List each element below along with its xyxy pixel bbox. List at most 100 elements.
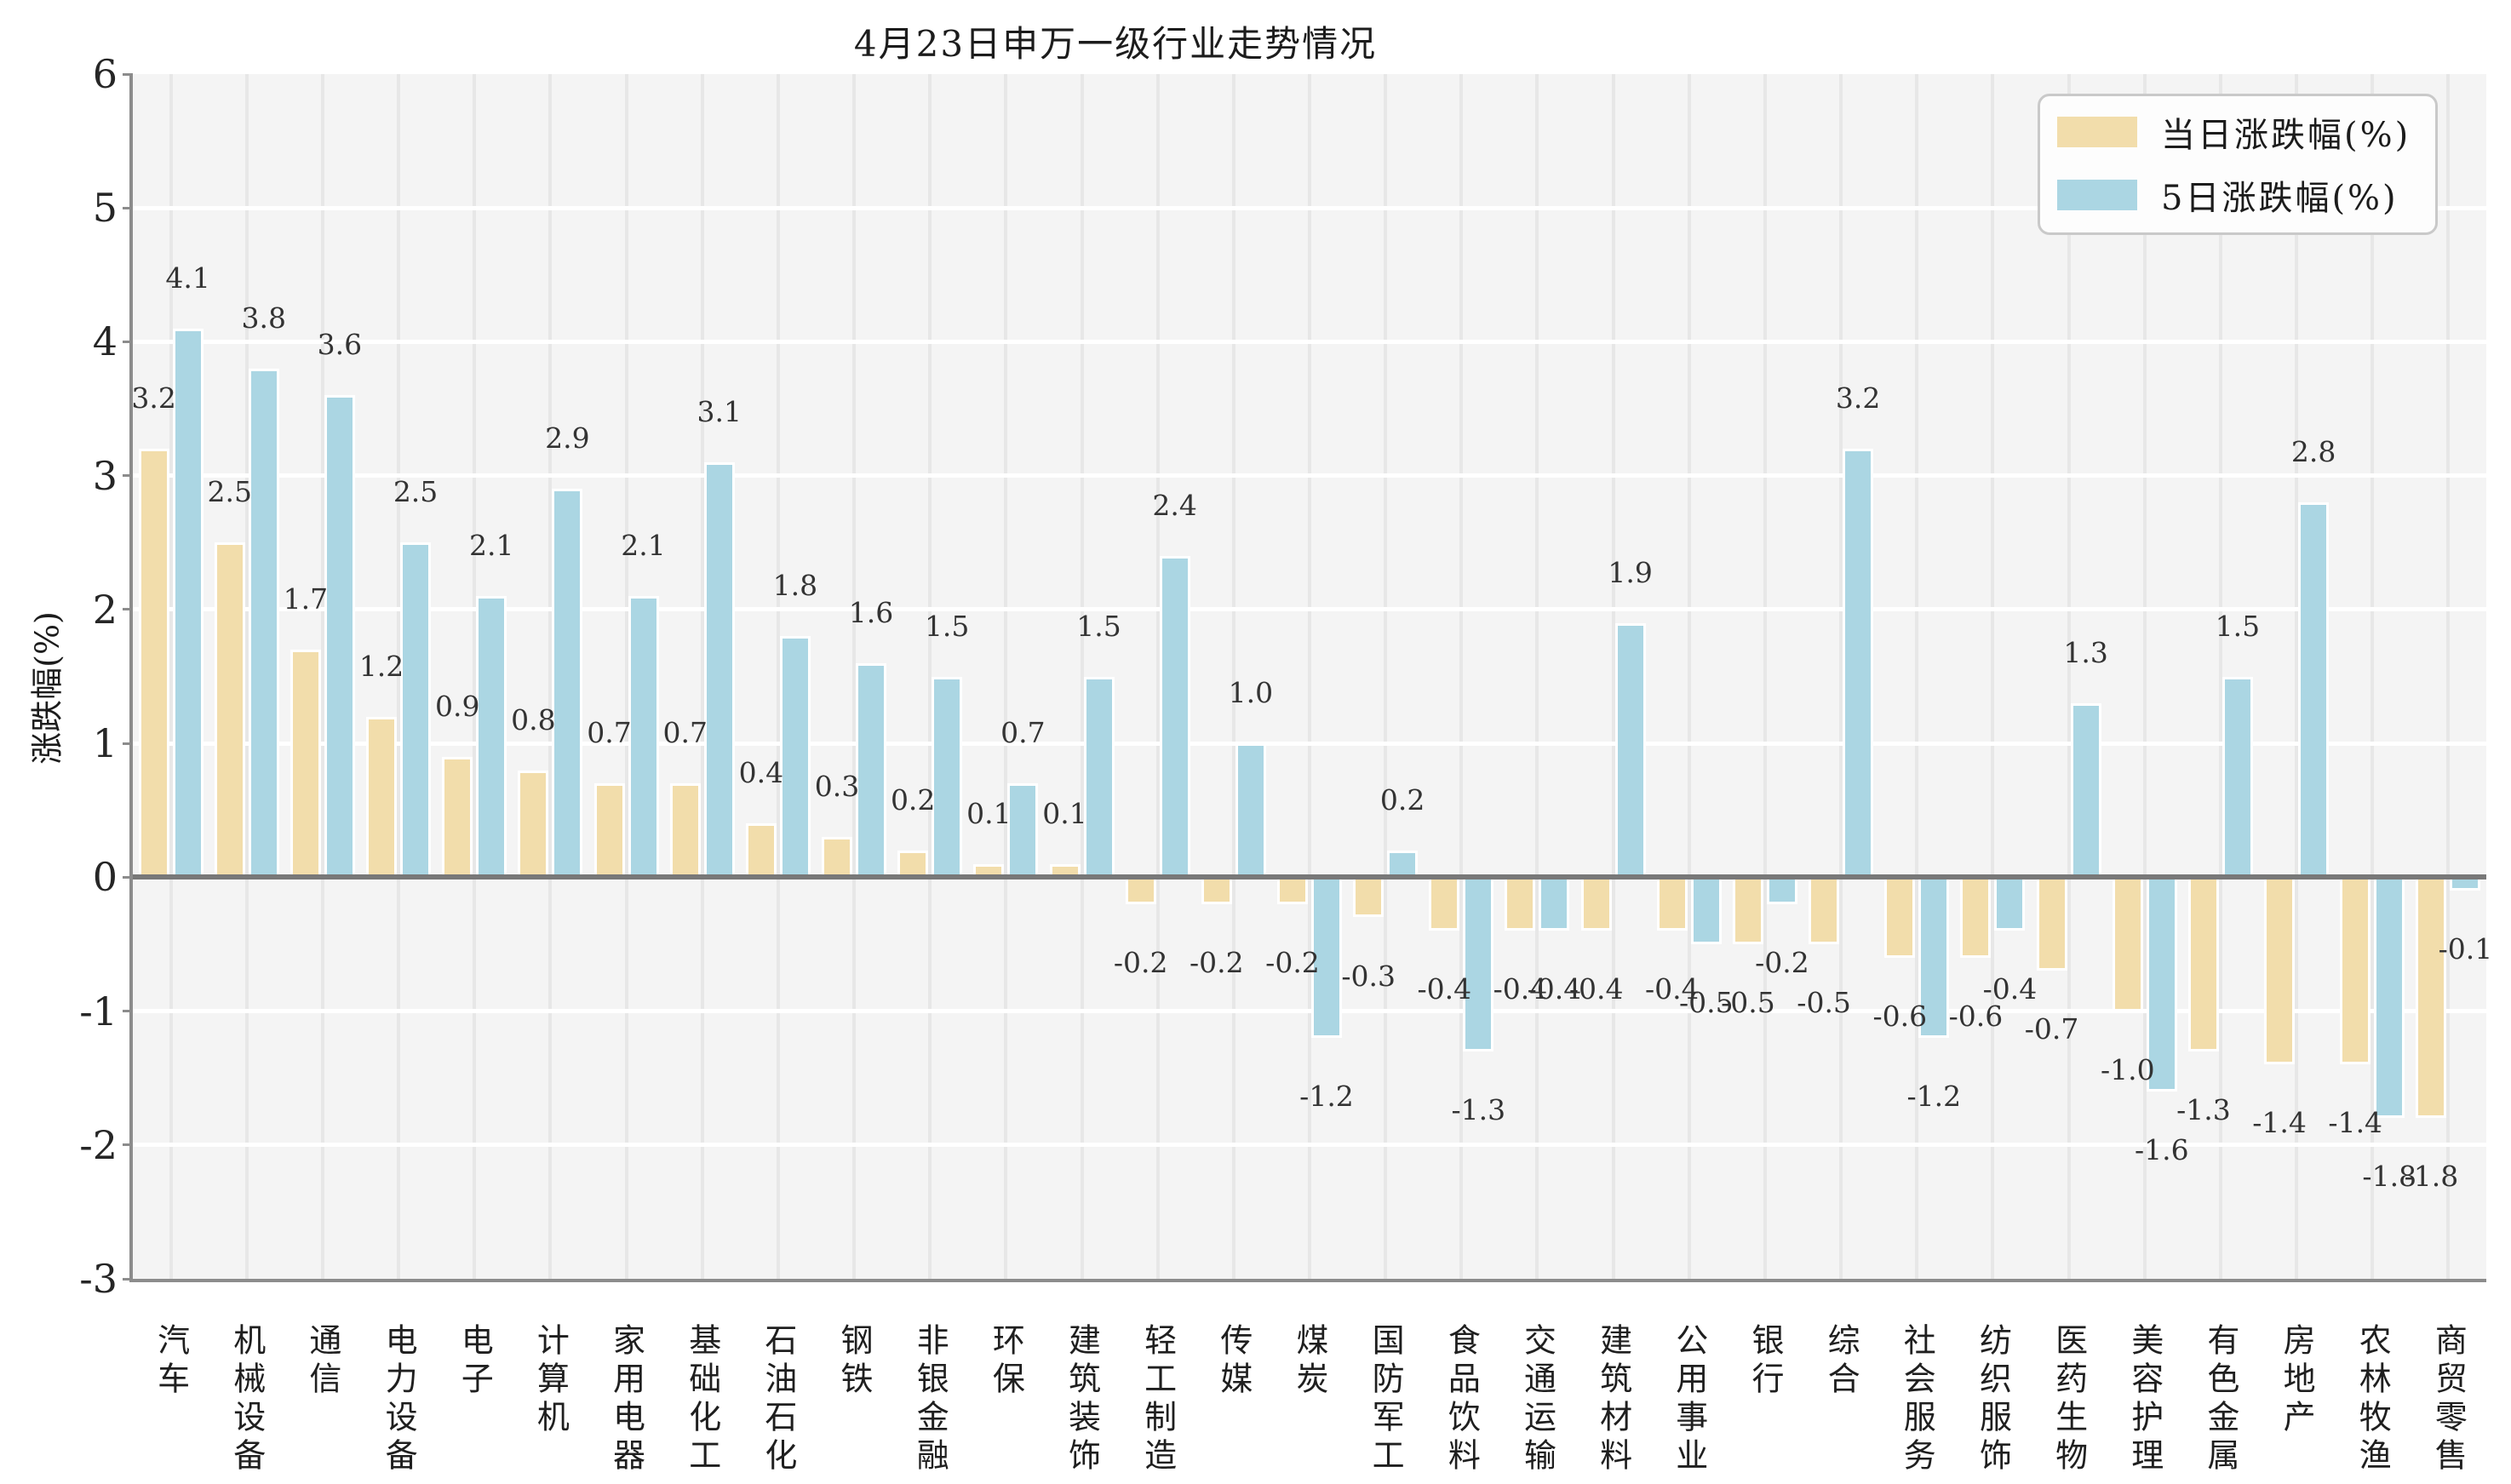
bar-value-label: -1.2 (1299, 1080, 1354, 1113)
five-day-bar-综合 (1843, 449, 1874, 880)
bar-value-label: 2.4 (1152, 489, 1197, 522)
x-tick-label-建筑装饰: 建筑装饰 (1063, 1323, 1101, 1476)
daily-series-swatch (2057, 117, 2137, 147)
five-day-bar-食品饮料 (1463, 874, 1494, 1051)
five-day-bar-传媒 (1235, 743, 1266, 880)
daily-bar-医药生物 (2036, 874, 2067, 971)
vertical-gridline (852, 74, 857, 1279)
five-day-bar-通信 (324, 395, 355, 880)
bar-value-label: -0.4 (1417, 972, 1472, 1006)
daily-bar-计算机 (518, 770, 549, 880)
vertical-gridline (473, 74, 477, 1279)
five-day-bar-环保 (1007, 783, 1039, 880)
bar-value-label: -0.4 (1644, 972, 1700, 1006)
y-tick-mark (123, 1010, 133, 1013)
vertical-gridline (1611, 74, 1615, 1279)
bar-value-label: 2.5 (393, 475, 439, 509)
vertical-gridline (1004, 74, 1008, 1279)
daily-bar-商贸零售 (2416, 874, 2447, 1119)
bar-value-label: 0.2 (890, 782, 936, 816)
bar-value-label: -0.1 (2438, 932, 2493, 966)
bar-value-label: 2.1 (621, 529, 666, 563)
y-tick-mark (123, 72, 133, 76)
x-tick-label-房地产: 房地产 (2278, 1323, 2316, 1438)
vertical-gridline (928, 74, 932, 1279)
x-tick-label-建筑材料: 建筑材料 (1594, 1323, 1632, 1476)
bar-value-label: 1.5 (1076, 609, 1121, 643)
bar-value-label: -1.4 (2328, 1106, 2383, 1140)
x-tick-label-社会服务: 社会服务 (1898, 1323, 1936, 1476)
daily-bar-电子 (442, 756, 473, 880)
bar-value-label: -0.5 (1678, 985, 1734, 1019)
y-tick-mark (123, 474, 133, 478)
x-tick-label-商贸零售: 商贸零售 (2429, 1323, 2468, 1476)
daily-bar-通信 (290, 650, 321, 880)
y-tick-label: -3 (79, 1256, 118, 1302)
bar-value-label: -0.5 (1797, 985, 1851, 1019)
x-tick-label-电子: 电子 (456, 1323, 494, 1400)
bar-value-label: 0.4 (738, 756, 784, 790)
five-day-bar-轻工制造 (1159, 556, 1190, 880)
bar-value-label: 2.1 (468, 529, 514, 563)
bar-value-label: 1.9 (1608, 555, 1653, 589)
bar-value-label: -0.2 (1755, 945, 1809, 979)
horizontal-gridline (133, 741, 2486, 746)
five-day-bar-基础化工 (703, 461, 735, 880)
y-tick-mark (123, 1277, 133, 1281)
bar-value-label: 3.2 (131, 381, 176, 415)
five-day-bar-家用电器 (628, 596, 659, 880)
bar-value-label: -1.8 (2362, 1160, 2417, 1194)
bar-value-label: -0.4 (1982, 972, 2038, 1006)
x-tick-label-农林牧渔: 农林牧渔 (2353, 1323, 2392, 1476)
x-tick-label-综合: 综合 (1822, 1323, 1860, 1400)
five-day-bar-建筑材料 (1614, 622, 1646, 880)
bar-value-label: 1.0 (1228, 676, 1274, 710)
x-tick-label-非银金融: 非银金融 (911, 1323, 949, 1476)
horizontal-gridline (133, 339, 2486, 344)
vertical-gridline (1687, 74, 1691, 1279)
bar-value-label: -0.2 (1190, 945, 1244, 979)
x-tick-label-机械设备: 机械设备 (227, 1323, 266, 1476)
bar-value-label: 0.9 (434, 689, 480, 723)
x-tick-label-煤炭: 煤炭 (1291, 1323, 1328, 1400)
bar-value-label: -0.4 (1568, 972, 1624, 1006)
bar-value-label: -0.2 (1265, 945, 1320, 979)
horizontal-gridline (133, 205, 2486, 210)
bar-value-label: 3.1 (697, 394, 742, 428)
horizontal-gridline (133, 473, 2486, 478)
zero-axis-line (133, 874, 2486, 880)
bar-value-label: 0.1 (1042, 796, 1087, 830)
y-tick-mark (123, 875, 133, 879)
x-tick-label-银行: 银行 (1746, 1323, 1784, 1400)
bar-value-label: -0.7 (2024, 1012, 2079, 1046)
vertical-gridline (548, 74, 553, 1279)
x-axis-spine (129, 1279, 2486, 1282)
x-tick-label-通信: 通信 (303, 1323, 341, 1400)
vertical-gridline (2371, 74, 2375, 1279)
five-day-bar-电力设备 (400, 542, 432, 880)
vertical-gridline (169, 74, 173, 1279)
y-tick-label: 6 (92, 51, 118, 97)
y-tick-label: 5 (92, 185, 118, 232)
y-tick-mark (123, 608, 133, 611)
bar-value-label: 0.3 (814, 770, 860, 804)
x-tick-label-有色金属: 有色金属 (2201, 1323, 2239, 1476)
bar-value-label: -0.2 (1113, 945, 1168, 979)
bar-value-label: 1.5 (2215, 609, 2261, 643)
daily-bar-农林牧渔 (2340, 874, 2371, 1065)
chart-title: 4月23日申万一级行业走势情况 (853, 23, 1378, 65)
bar-value-label: -0.5 (1721, 985, 1775, 1019)
x-tick-label-汽车: 汽车 (152, 1323, 190, 1400)
daily-bar-建筑材料 (1580, 874, 1612, 931)
x-tick-label-医药生物: 医药生物 (2050, 1323, 2088, 1476)
bar-value-label: -1.3 (1451, 1092, 1506, 1126)
y-tick-label: -2 (79, 1121, 118, 1168)
vertical-gridline (1839, 74, 1843, 1279)
x-tick-label-食品饮料: 食品饮料 (1442, 1323, 1481, 1476)
vertical-gridline (2446, 74, 2451, 1279)
legend-box: 当日涨跌幅(%) 5日涨跌幅(%) (2038, 94, 2438, 235)
daily-bar-纺织服饰 (1960, 874, 1992, 958)
daily-bar-家用电器 (593, 783, 625, 880)
bar-value-label: -0.3 (1341, 959, 1396, 993)
x-tick-label-公用事业: 公用事业 (1670, 1323, 1708, 1476)
